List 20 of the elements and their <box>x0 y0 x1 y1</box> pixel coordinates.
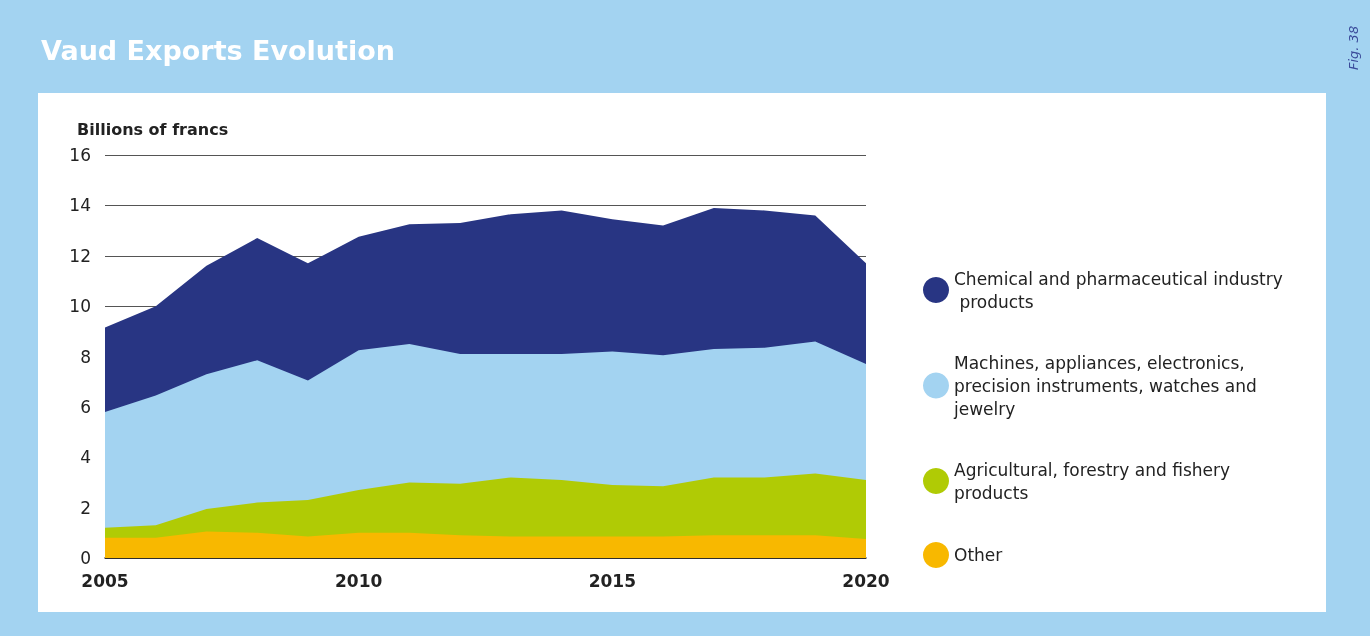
y-tick-label: 0 <box>80 548 91 568</box>
x-tick-label: 2010 <box>335 570 383 591</box>
chart-title: Vaud Exports Evolution <box>41 35 396 66</box>
legend-label: Other <box>954 545 1003 565</box>
legend-label: Machines, appliances, electronics, precision instruments, watches and jewelry <box>953 352 1263 419</box>
y-tick-label: 16 <box>69 145 91 165</box>
y-tick-label: 8 <box>80 346 91 367</box>
y-tick-label: 6 <box>80 396 91 417</box>
y-tick-label: 4 <box>80 447 91 468</box>
caption: Fig. 38 <box>1346 25 1361 70</box>
y-tick-label: 14 <box>69 195 91 216</box>
y-tick-label: 12 <box>69 245 91 266</box>
x-tick-label: 2015 <box>588 570 636 591</box>
x-tick-label: 2005 <box>81 570 129 591</box>
y-axis-title: Billions of francs <box>77 119 229 139</box>
y-tick-label: 10 <box>69 296 91 317</box>
x-tick-label: 2020 <box>842 570 890 591</box>
y-tick-label: 2 <box>80 497 91 518</box>
legend-label: Chemical and pharmaceutical industry products <box>954 268 1283 312</box>
legend-label: Agricultural, forestry and fishery products <box>954 459 1236 503</box>
